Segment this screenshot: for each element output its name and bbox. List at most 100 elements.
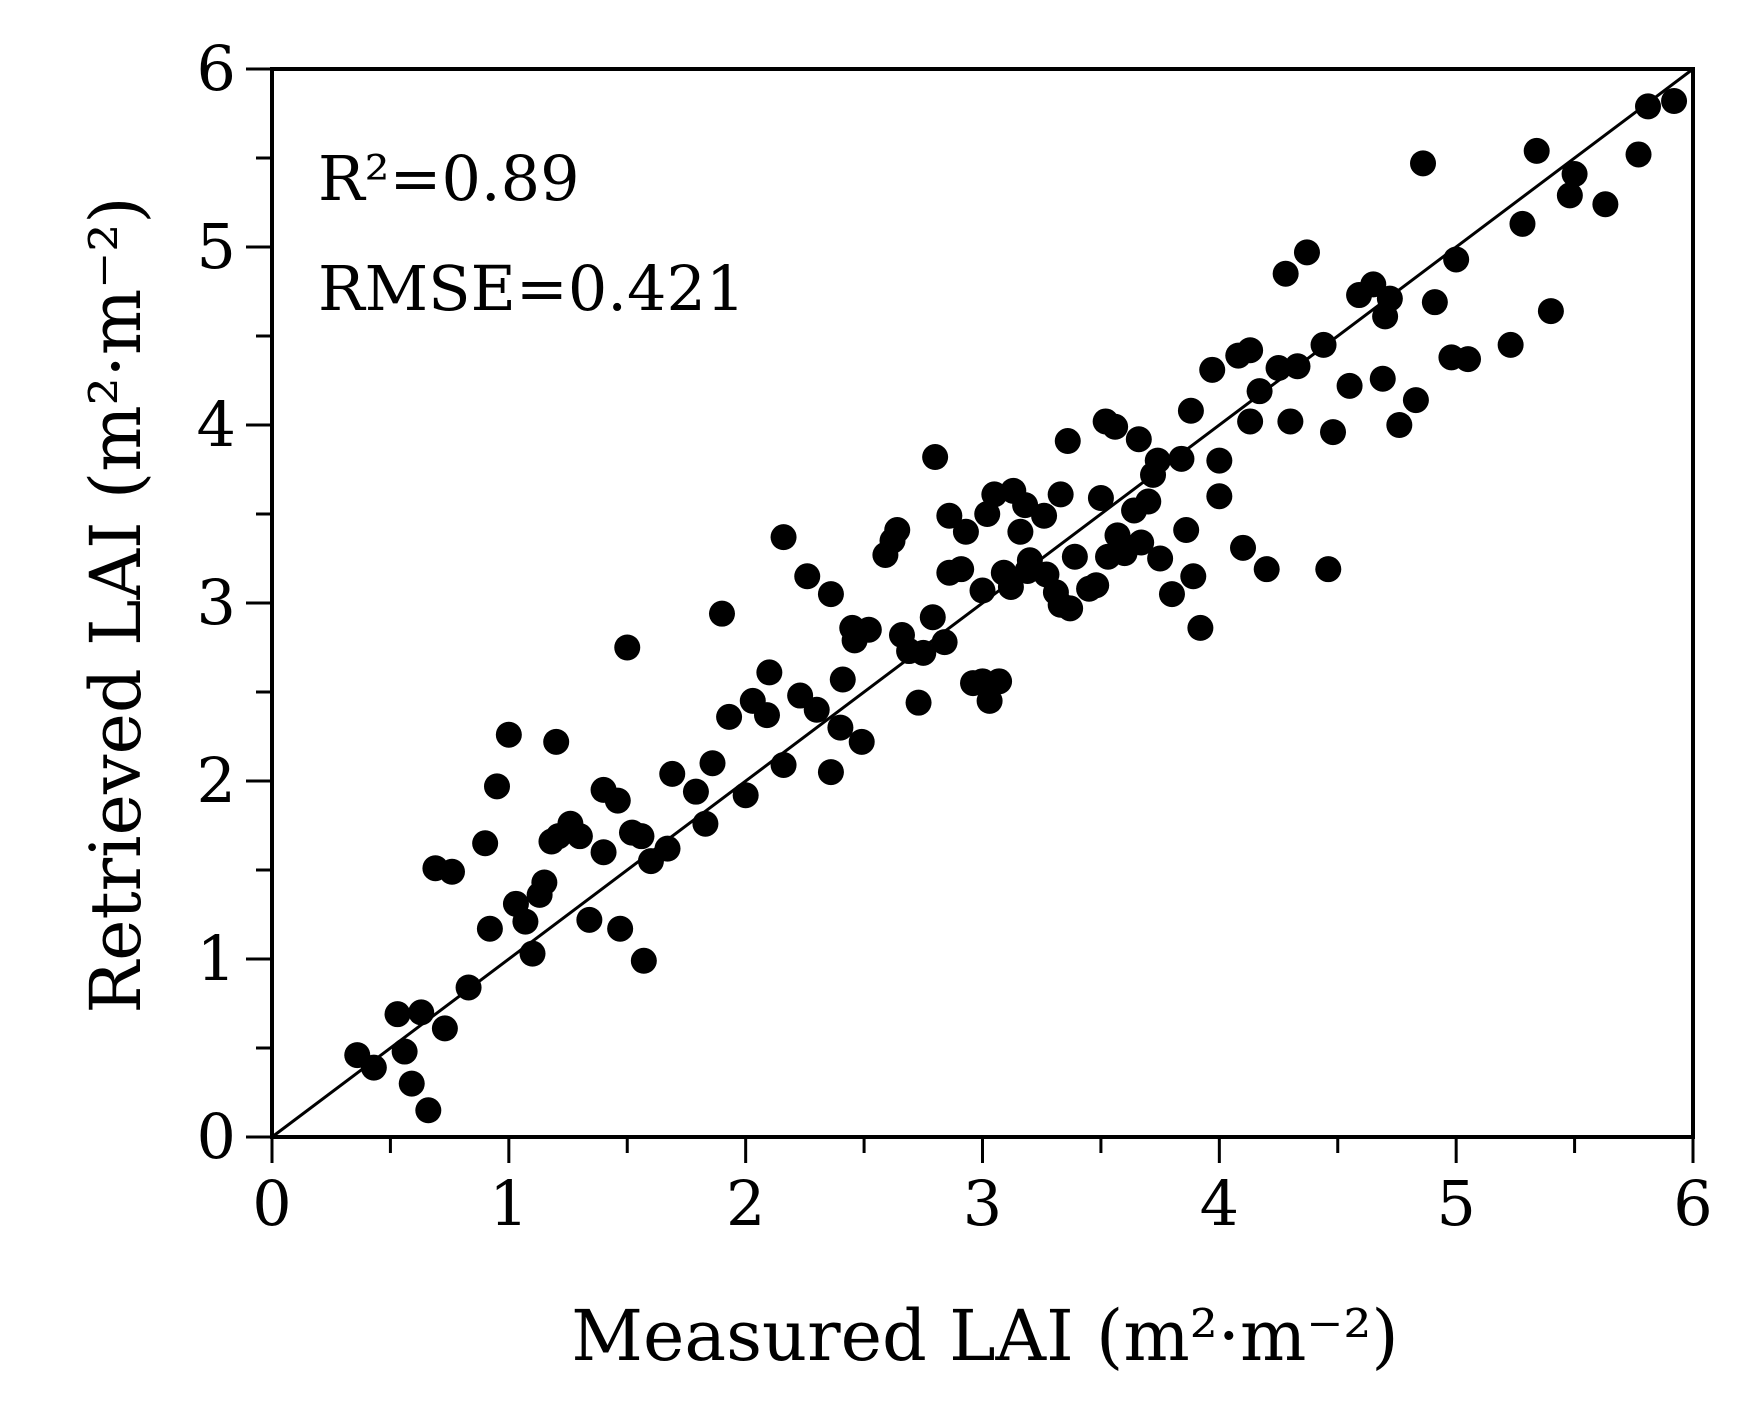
data-point (1135, 488, 1162, 515)
data-point (905, 689, 932, 716)
data-point (1625, 141, 1652, 168)
data-point (1336, 372, 1363, 399)
data-point (607, 915, 634, 942)
data-point (1284, 353, 1311, 380)
data-point (708, 600, 735, 627)
data-point (1421, 289, 1448, 316)
data-point (1635, 93, 1662, 120)
data-point (483, 773, 510, 800)
data-point (1246, 378, 1273, 405)
data-point (1168, 445, 1195, 472)
data-point (997, 573, 1024, 600)
y-tick-label: 0 (197, 1100, 236, 1173)
data-point (431, 1015, 458, 1042)
x-tick-label: 1 (489, 1167, 528, 1240)
data-point (794, 563, 821, 590)
data-point (827, 714, 854, 741)
data-point (408, 999, 435, 1026)
data-point (476, 915, 503, 942)
data-point (1237, 408, 1264, 435)
data-point (384, 1001, 411, 1028)
data-point (1206, 447, 1233, 474)
data-point (1443, 246, 1470, 273)
data-point (884, 517, 911, 544)
data-point (1320, 419, 1347, 446)
data-point (922, 444, 949, 471)
data-point (1455, 346, 1482, 373)
scatter-points (344, 88, 1688, 1124)
data-point (1561, 161, 1588, 188)
data-point (1272, 260, 1299, 287)
y-axis-title: Retrieved LAI (m²·m⁻²) (75, 196, 157, 1013)
data-point (931, 629, 958, 656)
data-point (1177, 397, 1204, 424)
data-point (1012, 492, 1039, 519)
data-point (1087, 484, 1114, 511)
x-tick-label: 2 (726, 1167, 765, 1240)
data-point (398, 1070, 425, 1097)
data-point (948, 556, 975, 583)
data-point (817, 759, 844, 786)
data-point (604, 787, 631, 814)
data-point (628, 823, 655, 850)
data-point (495, 721, 522, 748)
x-axis-ticks: 0 1 2 3 4 5 6 (252, 1137, 1713, 1240)
data-point (1386, 412, 1413, 438)
rmse-annotation: RMSE=0.421 (318, 252, 745, 325)
data-point (1253, 556, 1280, 583)
y-tick-label: 1 (197, 922, 236, 995)
data-point (848, 728, 875, 755)
data-point (1376, 285, 1403, 312)
data-point (1128, 529, 1155, 556)
data-point (512, 908, 539, 935)
data-point (1592, 191, 1619, 218)
data-point (910, 639, 937, 666)
data-point (1083, 572, 1110, 599)
data-point (576, 906, 603, 933)
data-point (974, 501, 1001, 527)
data-point (1523, 137, 1550, 164)
x-tick-label: 0 (252, 1167, 291, 1240)
x-tick-label: 4 (1200, 1167, 1239, 1240)
x-tick-label: 6 (1673, 1167, 1712, 1240)
data-point (1230, 534, 1257, 561)
data-point (1007, 518, 1034, 545)
data-point (1158, 581, 1185, 608)
data-point (1144, 447, 1171, 474)
data-point (1047, 481, 1074, 508)
data-point (630, 947, 657, 974)
data-point (1125, 426, 1152, 453)
r-squared-annotation: R²=0.89 (318, 142, 580, 215)
y-tick-label: 6 (197, 32, 236, 105)
data-point (699, 750, 726, 777)
data-point (1057, 595, 1084, 622)
x-tick-label: 3 (963, 1167, 1002, 1240)
data-point (659, 760, 686, 787)
data-point (1402, 387, 1429, 414)
data-point (566, 823, 593, 850)
y-tick-label: 4 (197, 388, 236, 461)
data-point (1315, 556, 1342, 583)
data-point (803, 696, 830, 723)
data-point (855, 616, 882, 643)
data-point (829, 666, 856, 693)
data-point (1237, 337, 1264, 364)
data-point (590, 839, 617, 866)
data-point (756, 659, 783, 686)
data-point (1277, 408, 1304, 435)
data-point (1293, 239, 1320, 266)
data-point (770, 751, 797, 778)
data-point (1509, 210, 1536, 237)
y-axis-ticks: 0 1 2 3 4 5 6 (197, 32, 272, 1173)
data-point (1173, 517, 1200, 544)
data-point (519, 940, 546, 967)
data-point (1497, 331, 1524, 358)
data-point (919, 604, 946, 631)
data-point (1180, 563, 1207, 590)
data-point (360, 1054, 387, 1081)
data-point (1206, 483, 1233, 510)
data-point (1147, 545, 1174, 572)
data-point (1054, 428, 1081, 455)
data-point (415, 1097, 442, 1124)
data-point (817, 581, 844, 608)
